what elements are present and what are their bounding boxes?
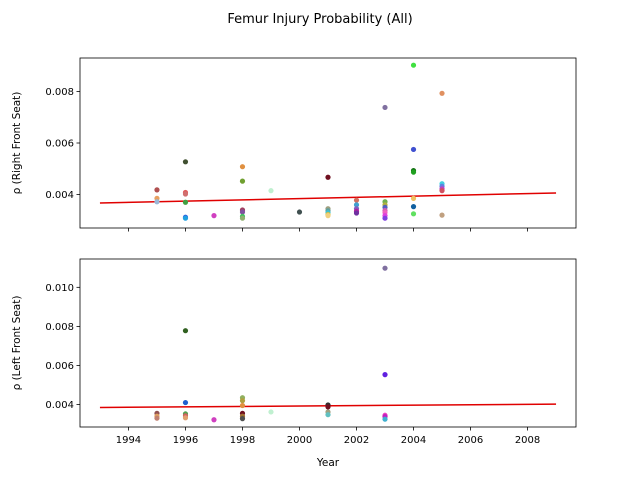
left-front-seat-data-point [239, 416, 246, 422]
right-front-seat-data-point [439, 188, 445, 194]
right-front-seat-data-point [239, 178, 246, 184]
right-front-seat-data-point [182, 159, 189, 165]
left-front-seat-data-point [325, 412, 331, 418]
left-front-seat-data-point [182, 328, 189, 334]
right-front-seat-data-point [325, 174, 331, 180]
left-front-seat-ylabel: ρ (Left Front Seat) [11, 296, 23, 391]
left-front-seat-ytick-label: 0.008 [45, 322, 74, 333]
left-front-seat-points [154, 265, 388, 423]
right-front-seat-ytick-label: 0.006 [45, 139, 74, 150]
right-front-seat-data-point [239, 209, 246, 215]
left-front-seat-xtick-label: 2002 [344, 435, 369, 446]
right-front-seat-data-point [439, 90, 445, 96]
right-front-seat-ytick-label: 0.004 [45, 190, 74, 201]
left-front-seat-data-point [182, 415, 189, 421]
right-front-seat-data-point [353, 210, 360, 216]
left-front-seat-ticks: 0.004 0.006 0.008 0.010 1994 1996 1998 2000 2002… [45, 283, 540, 446]
right-front-seat-data-point [410, 211, 417, 217]
left-front-seat-xtick-label: 1996 [173, 435, 198, 446]
right-front-seat-data-point [239, 215, 246, 221]
right-front-seat-data-point [410, 169, 417, 175]
left-front-seat-panel: 0.004 0.006 0.008 0.010 1994 1996 1998 2000 2002… [11, 258, 577, 446]
right-front-seat-data-point [353, 197, 360, 203]
right-front-seat-ticks: 0.004 0.006 0.008 [45, 87, 528, 232]
right-front-seat-data-point [439, 212, 445, 218]
left-front-seat-data-point [325, 404, 331, 410]
right-front-seat-data-point [353, 202, 360, 208]
left-front-seat-data-point [382, 372, 388, 378]
right-front-seat-points [154, 62, 445, 221]
right-front-seat-data-point [410, 146, 417, 153]
right-front-seat-data-point [211, 213, 217, 219]
right-front-seat-data-point [154, 187, 160, 193]
right-front-seat-ytick-label: 0.008 [45, 87, 74, 98]
figure-title: Femur Injury Probability (All) [227, 12, 412, 27]
left-front-seat-xtick-label: 2006 [458, 435, 483, 446]
left-front-seat-xtick-label: 1994 [116, 435, 141, 446]
left-front-seat-ytick-label: 0.006 [45, 361, 74, 372]
left-front-seat-data-point [182, 399, 189, 406]
left-front-seat-xtick-label: 2004 [401, 435, 426, 446]
right-front-seat-data-point [154, 199, 160, 205]
right-front-seat-panel: 0.004 0.006 0.008 ρ (Right Front Seat) [11, 57, 577, 232]
right-front-seat-data-point [182, 199, 189, 205]
right-front-seat-data-point [325, 213, 331, 219]
right-front-seat-data-point [410, 195, 417, 201]
left-front-seat-ytick-label: 0.004 [45, 400, 74, 411]
left-front-seat-data-point [382, 265, 388, 271]
right-front-seat-data-point [268, 188, 274, 194]
left-front-seat-xtick-label: 2008 [515, 435, 540, 446]
right-front-seat-ylabel: ρ (Right Front Seat) [11, 92, 23, 195]
left-front-seat-data-point [239, 402, 246, 409]
right-front-seat-data-point [296, 209, 303, 215]
right-front-seat-data-point [410, 204, 417, 210]
right-front-seat-data-point [382, 215, 388, 221]
left-front-seat-data-point [382, 416, 388, 422]
right-front-seat-data-point [410, 62, 417, 68]
right-front-seat-data-point [239, 164, 246, 170]
right-front-seat-data-point [182, 191, 189, 197]
left-front-seat-data-point [268, 409, 274, 415]
right-front-seat-trend [99, 192, 557, 204]
left-front-seat-data-point [239, 398, 246, 404]
left-front-seat-xtick-label: 1998 [230, 435, 255, 446]
left-front-seat-ytick-label: 0.010 [45, 283, 74, 294]
left-front-seat-data-point [154, 415, 160, 421]
left-front-seat-xtick-label: 2000 [287, 435, 312, 446]
x-axis-label: Year [316, 457, 340, 469]
left-front-seat-plot-area [79, 258, 577, 428]
right-front-seat-trend-line [99, 192, 557, 204]
right-front-seat-data-point [182, 215, 189, 221]
right-front-seat-data-point [382, 104, 388, 111]
left-front-seat-data-point [211, 417, 217, 423]
